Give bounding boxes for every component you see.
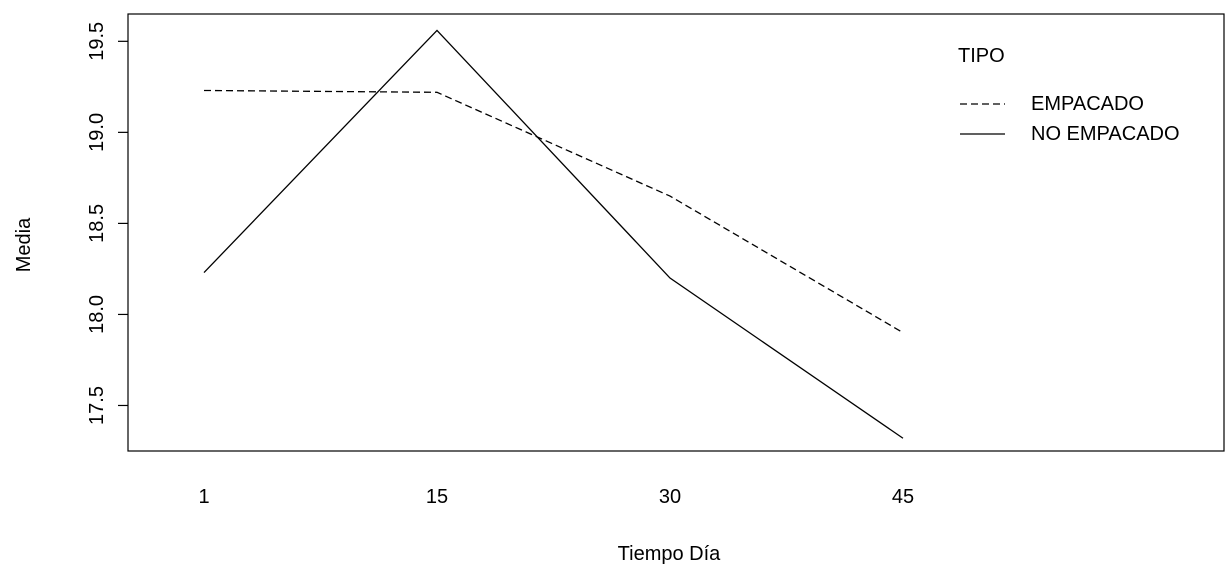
series-line-empacado	[203, 89, 904, 334]
legend-label: EMPACADO	[1031, 93, 1144, 115]
y-tick-label: 18.0	[86, 295, 108, 334]
legend: TIPO EMPACADO NO EMPACADO	[958, 45, 1180, 145]
x-axis-title: Tiempo Día	[618, 543, 722, 565]
x-tick-label: 45	[892, 486, 914, 508]
x-axis: 1 15 30 45	[198, 486, 914, 508]
y-axis-title: Media	[13, 217, 35, 272]
x-tick-label: 30	[659, 486, 681, 508]
y-tick-label: 19.5	[86, 22, 108, 61]
legend-title: TIPO	[958, 45, 1005, 67]
y-tick-label: 17.5	[86, 386, 108, 425]
y-tick-label: 18.5	[86, 204, 108, 243]
y-tick-label: 19.0	[86, 113, 108, 152]
series-line-no-empacado	[203, 29, 904, 439]
plot-frame	[127, 13, 1225, 452]
legend-label: NO EMPACADO	[1031, 123, 1180, 145]
y-axis: 17.5 18.0 18.5 19.0 19.5	[86, 22, 128, 425]
x-tick-label: 15	[426, 486, 448, 508]
x-tick-label: 1	[198, 486, 209, 508]
series-layer	[203, 29, 904, 439]
